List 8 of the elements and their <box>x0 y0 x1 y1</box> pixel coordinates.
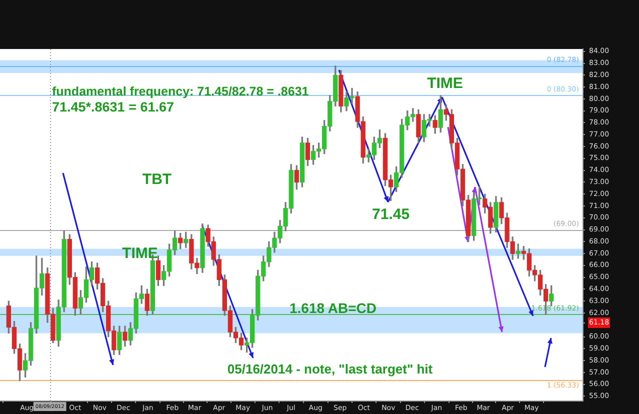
annotation: 71.45 <box>372 206 410 223</box>
annotation: TIME <box>122 245 158 262</box>
annotation: 1.618 AB=CD <box>289 300 377 316</box>
annotation: 71.45*.8631 = 61.67 <box>52 100 174 115</box>
annotation: TBT <box>142 171 172 188</box>
annotation: TIME <box>427 75 463 92</box>
annotation: 05/16/2014 - note, "last target" hit <box>227 362 434 377</box>
annotation: fundamental frequency: 71.45/82.78 = .8631 <box>52 84 309 98</box>
